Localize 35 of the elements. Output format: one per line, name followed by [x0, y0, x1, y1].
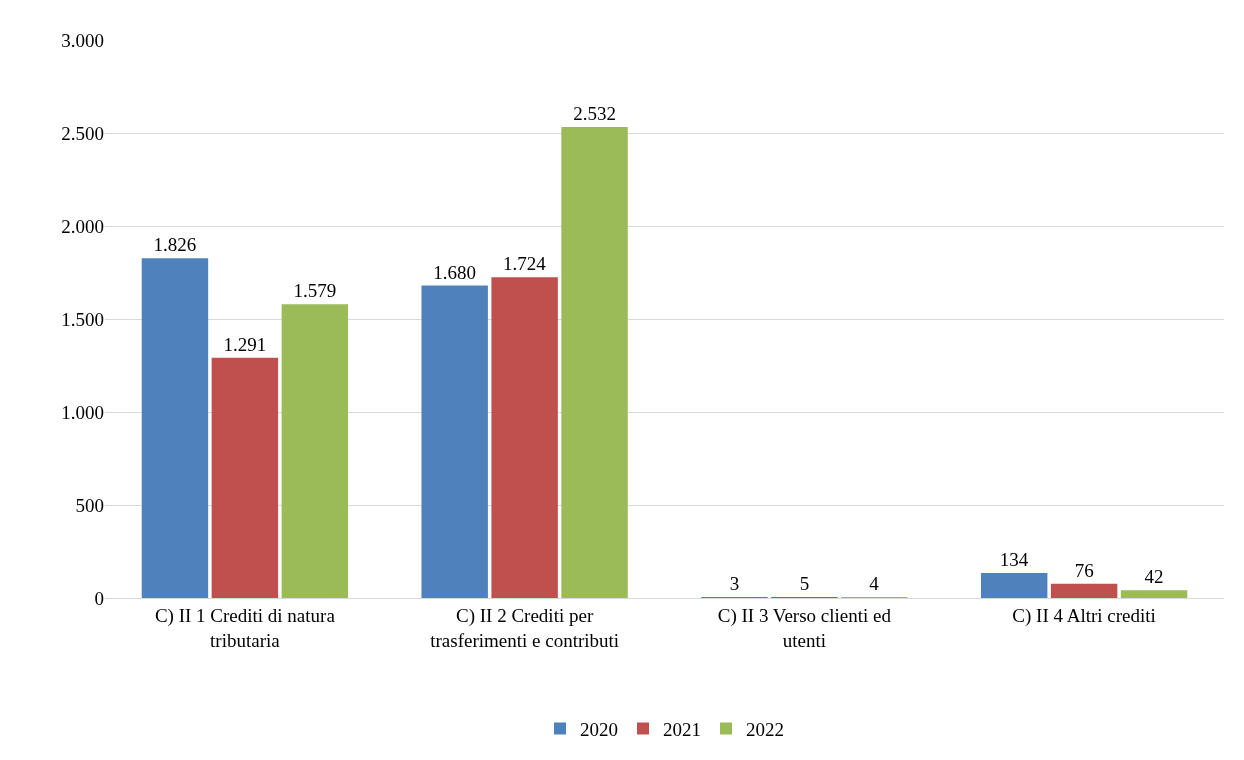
y-tick-label: 1.500: [61, 308, 104, 330]
data-label: 1.579: [293, 280, 337, 302]
bar: [980, 573, 1048, 598]
y-tick-label: 2.500: [61, 122, 104, 144]
data-label: 134: [999, 549, 1029, 571]
data-label: 42: [1144, 566, 1164, 588]
legend-label: 2021: [663, 718, 701, 740]
x-tick-label: C) II 3 Verso clienti ed utenti: [717, 604, 892, 651]
bar: [421, 285, 488, 598]
bar: [211, 357, 279, 598]
y-tick-label: 1.000: [61, 401, 104, 423]
y-tick-label: 2.000: [61, 215, 104, 237]
legend-label: 2022: [746, 718, 784, 740]
data-label: 4: [869, 573, 880, 594]
y-tick-label: 0: [94, 587, 104, 609]
data-label: 1.724: [503, 253, 547, 275]
x-tick-label: C) II 1 Crediti di natura tributaria: [154, 604, 336, 651]
bar: [281, 304, 349, 598]
legend-label: 2020: [580, 718, 618, 740]
data-label: 1.291: [223, 333, 267, 355]
bar: [1120, 590, 1188, 598]
data-label: 3: [729, 573, 740, 594]
bar: [1050, 583, 1118, 598]
y-tick-label: 500: [75, 494, 104, 516]
bar: [141, 258, 209, 598]
bar: [561, 127, 628, 598]
data-label: 1.680: [433, 261, 477, 283]
bar: [491, 277, 558, 598]
data-label: 1.826: [153, 234, 197, 256]
data-label: 5: [799, 573, 810, 594]
x-tick-label: C) II 2 Crediti per trasferimenti e contributi: [430, 604, 620, 651]
data-label: 76: [1074, 559, 1094, 581]
data-label: 2.532: [573, 103, 616, 125]
x-tick-label: C) II 4 Altri crediti: [1012, 604, 1156, 627]
y-tick-label: 3.000: [61, 29, 104, 51]
